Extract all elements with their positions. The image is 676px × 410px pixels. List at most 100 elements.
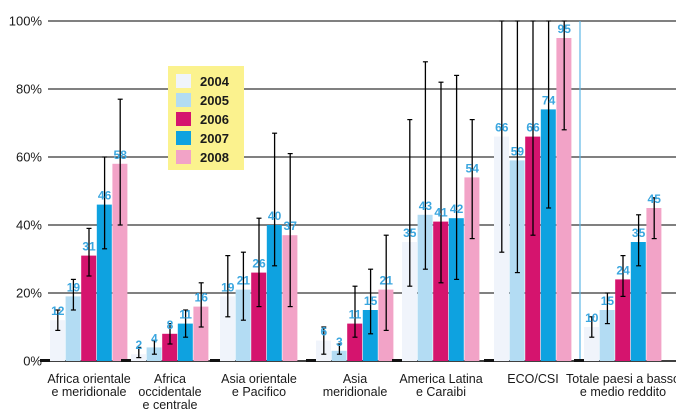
legend-label: 2008	[200, 150, 229, 165]
bar-2007	[448, 218, 464, 361]
legend-label: 2005	[200, 93, 229, 108]
y-axis-ticks: 0% 20% 40% 60% 80% 100%	[9, 14, 43, 369]
bar-2007	[540, 109, 556, 362]
bar-2008	[464, 177, 480, 361]
bar-2007	[630, 242, 646, 361]
category-label: Asia meridionale	[323, 372, 388, 399]
value-label: 8	[167, 318, 174, 332]
y-tick-label: 40%	[16, 218, 42, 233]
value-label: 16	[195, 291, 209, 305]
bar-2004	[584, 327, 599, 361]
legend-swatch-2005	[176, 93, 191, 107]
y-tick-label: 0%	[23, 354, 42, 369]
legend-label: 2004	[200, 74, 230, 89]
value-label: 10	[585, 311, 599, 325]
value-label: 37	[284, 219, 298, 233]
group-marker	[392, 359, 402, 362]
value-label: 35	[632, 226, 646, 240]
legend-swatch-2007	[176, 131, 191, 145]
bar-2007	[96, 204, 112, 361]
gridlines	[48, 20, 676, 362]
value-label: 24	[616, 263, 630, 277]
category-label: Africa occidentale e centrale	[138, 372, 201, 410]
value-label: 26	[252, 257, 266, 271]
value-label: 19	[221, 280, 235, 294]
y-tick-label: 60%	[16, 150, 42, 165]
category-label: Asia orientale e Pacifico	[221, 372, 297, 399]
legend-label: 2007	[200, 131, 229, 146]
bar-2008	[193, 306, 209, 361]
bar-2008	[112, 163, 128, 361]
group-marker	[40, 359, 50, 362]
category-label: ECO/CSI	[507, 372, 558, 386]
category-labels: Africa orientale e meridionale Africa occid…	[47, 372, 676, 410]
bar-2005	[331, 350, 347, 361]
value-label: 42	[450, 202, 464, 216]
bar-2006	[433, 221, 449, 361]
value-label: 43	[419, 199, 433, 213]
legend-swatch-2006	[176, 112, 191, 126]
value-label: 59	[511, 144, 525, 158]
value-label: 35	[403, 226, 417, 240]
value-label: 4	[151, 331, 158, 345]
value-label: 15	[364, 294, 378, 308]
bar-2008	[646, 208, 662, 361]
value-label: 45	[648, 192, 662, 206]
group-marker	[121, 359, 131, 362]
legend-label: 2006	[200, 112, 229, 127]
value-label: 95	[558, 22, 572, 36]
legend: 2004 2005 2006 2007 2008	[168, 66, 244, 170]
value-label: 12	[51, 304, 65, 318]
value-label: 31	[82, 240, 96, 254]
bar-2008	[556, 38, 572, 361]
bars	[40, 38, 662, 362]
bar-2006	[615, 279, 631, 361]
y-tick-label: 100%	[9, 14, 43, 29]
value-label: 46	[98, 189, 112, 203]
value-label: 3	[336, 335, 343, 349]
error-bars	[55, 20, 657, 359]
value-label: 19	[67, 280, 81, 294]
category-label: America Latina e Caraibi	[399, 372, 482, 399]
bar-2005	[65, 296, 81, 361]
bar-2004	[220, 296, 235, 361]
legend-swatch-2008	[176, 150, 191, 164]
value-label: 21	[237, 274, 251, 288]
value-label: 58	[114, 148, 128, 162]
bar-2005	[417, 214, 433, 361]
bar-2006	[81, 255, 97, 361]
bar-2004	[50, 320, 65, 361]
category-label: Africa orientale e meridionale	[47, 372, 130, 399]
value-label: 40	[268, 209, 282, 223]
group-marker	[484, 359, 494, 362]
y-tick-label: 80%	[16, 82, 42, 97]
group-marker	[306, 359, 316, 362]
bar-2006	[347, 323, 363, 361]
bar-2005	[235, 289, 251, 361]
bar-2006	[525, 136, 541, 361]
value-label: 15	[601, 294, 615, 308]
value-label: 74	[542, 93, 556, 107]
bar-2007	[266, 225, 282, 361]
bar-2006	[251, 272, 267, 361]
bar-2005	[599, 310, 615, 361]
group-marker	[574, 359, 584, 362]
value-label: 11	[349, 308, 362, 322]
legend-swatch-2004	[176, 74, 191, 88]
bar-2007	[362, 310, 378, 361]
value-label: 2	[135, 338, 142, 352]
value-label: 41	[434, 206, 448, 220]
value-label: 66	[526, 121, 540, 135]
value-label: 54	[466, 161, 480, 175]
value-label: 11	[179, 308, 192, 322]
y-tick-label: 20%	[16, 286, 42, 301]
bar-2006	[162, 333, 178, 361]
value-label: 21	[380, 274, 394, 288]
bar-2007	[177, 323, 193, 361]
value-label: 6	[320, 325, 327, 339]
group-marker	[210, 359, 220, 362]
value-label: 66	[495, 121, 509, 135]
bar-2004	[402, 242, 417, 361]
